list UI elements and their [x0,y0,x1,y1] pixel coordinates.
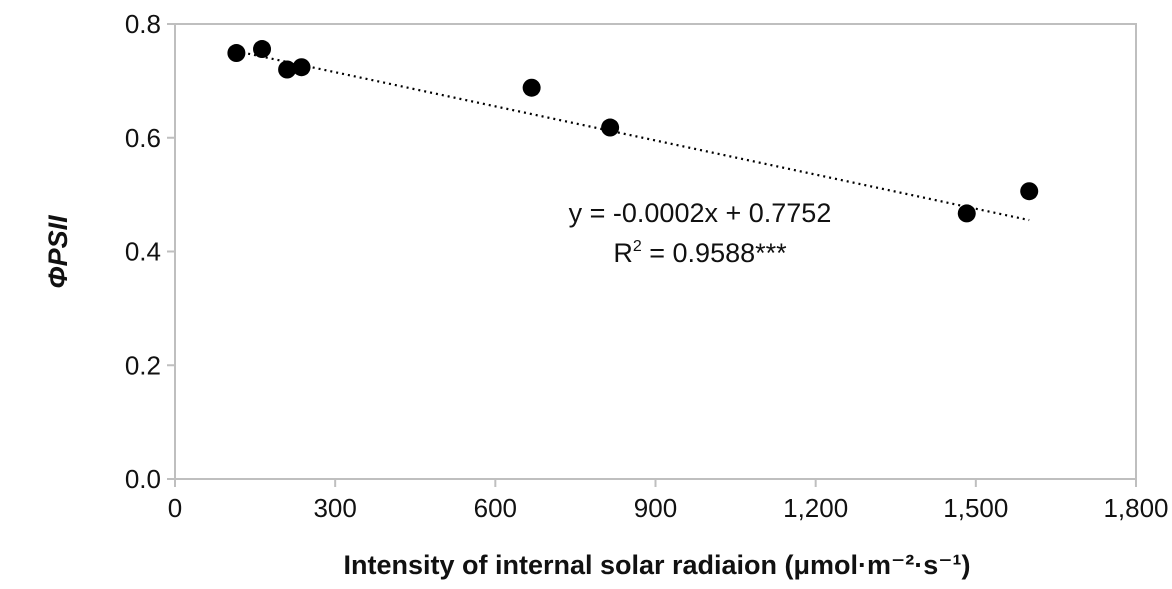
scatter-point [1020,182,1039,201]
y-axis-ticks: 0.0 0.2 0.4 0.6 0.8 [125,9,175,494]
r-squared-label: R2 = 0.9588*** [613,238,787,268]
y-tick-label: 0.6 [125,123,161,153]
scatter-point [253,40,272,59]
x-tick-label: 900 [634,493,677,523]
x-tick-label: 1,200 [783,493,848,523]
linear-trendline [236,50,1030,222]
r2-prefix: R [613,238,633,268]
data-points [227,40,1039,223]
y-axis-title: ΦPSII [43,215,73,289]
y-tick-label: 0.8 [125,9,161,39]
y-tick-label: 0.0 [125,464,161,494]
scatter-point [292,58,311,77]
y-tick-label: 0.2 [125,350,161,380]
x-tick-label: 1,800 [1103,493,1168,523]
r2-value: = 0.9588*** [642,238,787,268]
scatter-point [957,204,976,223]
x-tick-label: 600 [474,493,517,523]
r2-superscript: 2 [633,238,642,255]
scatter-point [522,78,541,97]
x-tick-label: 0 [168,493,182,523]
regression-equation: y = -0.0002x + 0.7752 [569,198,832,228]
x-tick-label: 300 [313,493,356,523]
scatter-point [227,44,246,63]
x-tick-label: 1,500 [943,493,1008,523]
scatter-point [278,60,297,79]
scatter-point [601,118,620,137]
y-tick-label: 0.4 [125,237,161,267]
x-axis-title: Intensity of internal solar radiaion (μm… [343,550,970,580]
x-axis-ticks: 0 300 600 900 1,200 1,500 1,800 [168,479,1169,523]
